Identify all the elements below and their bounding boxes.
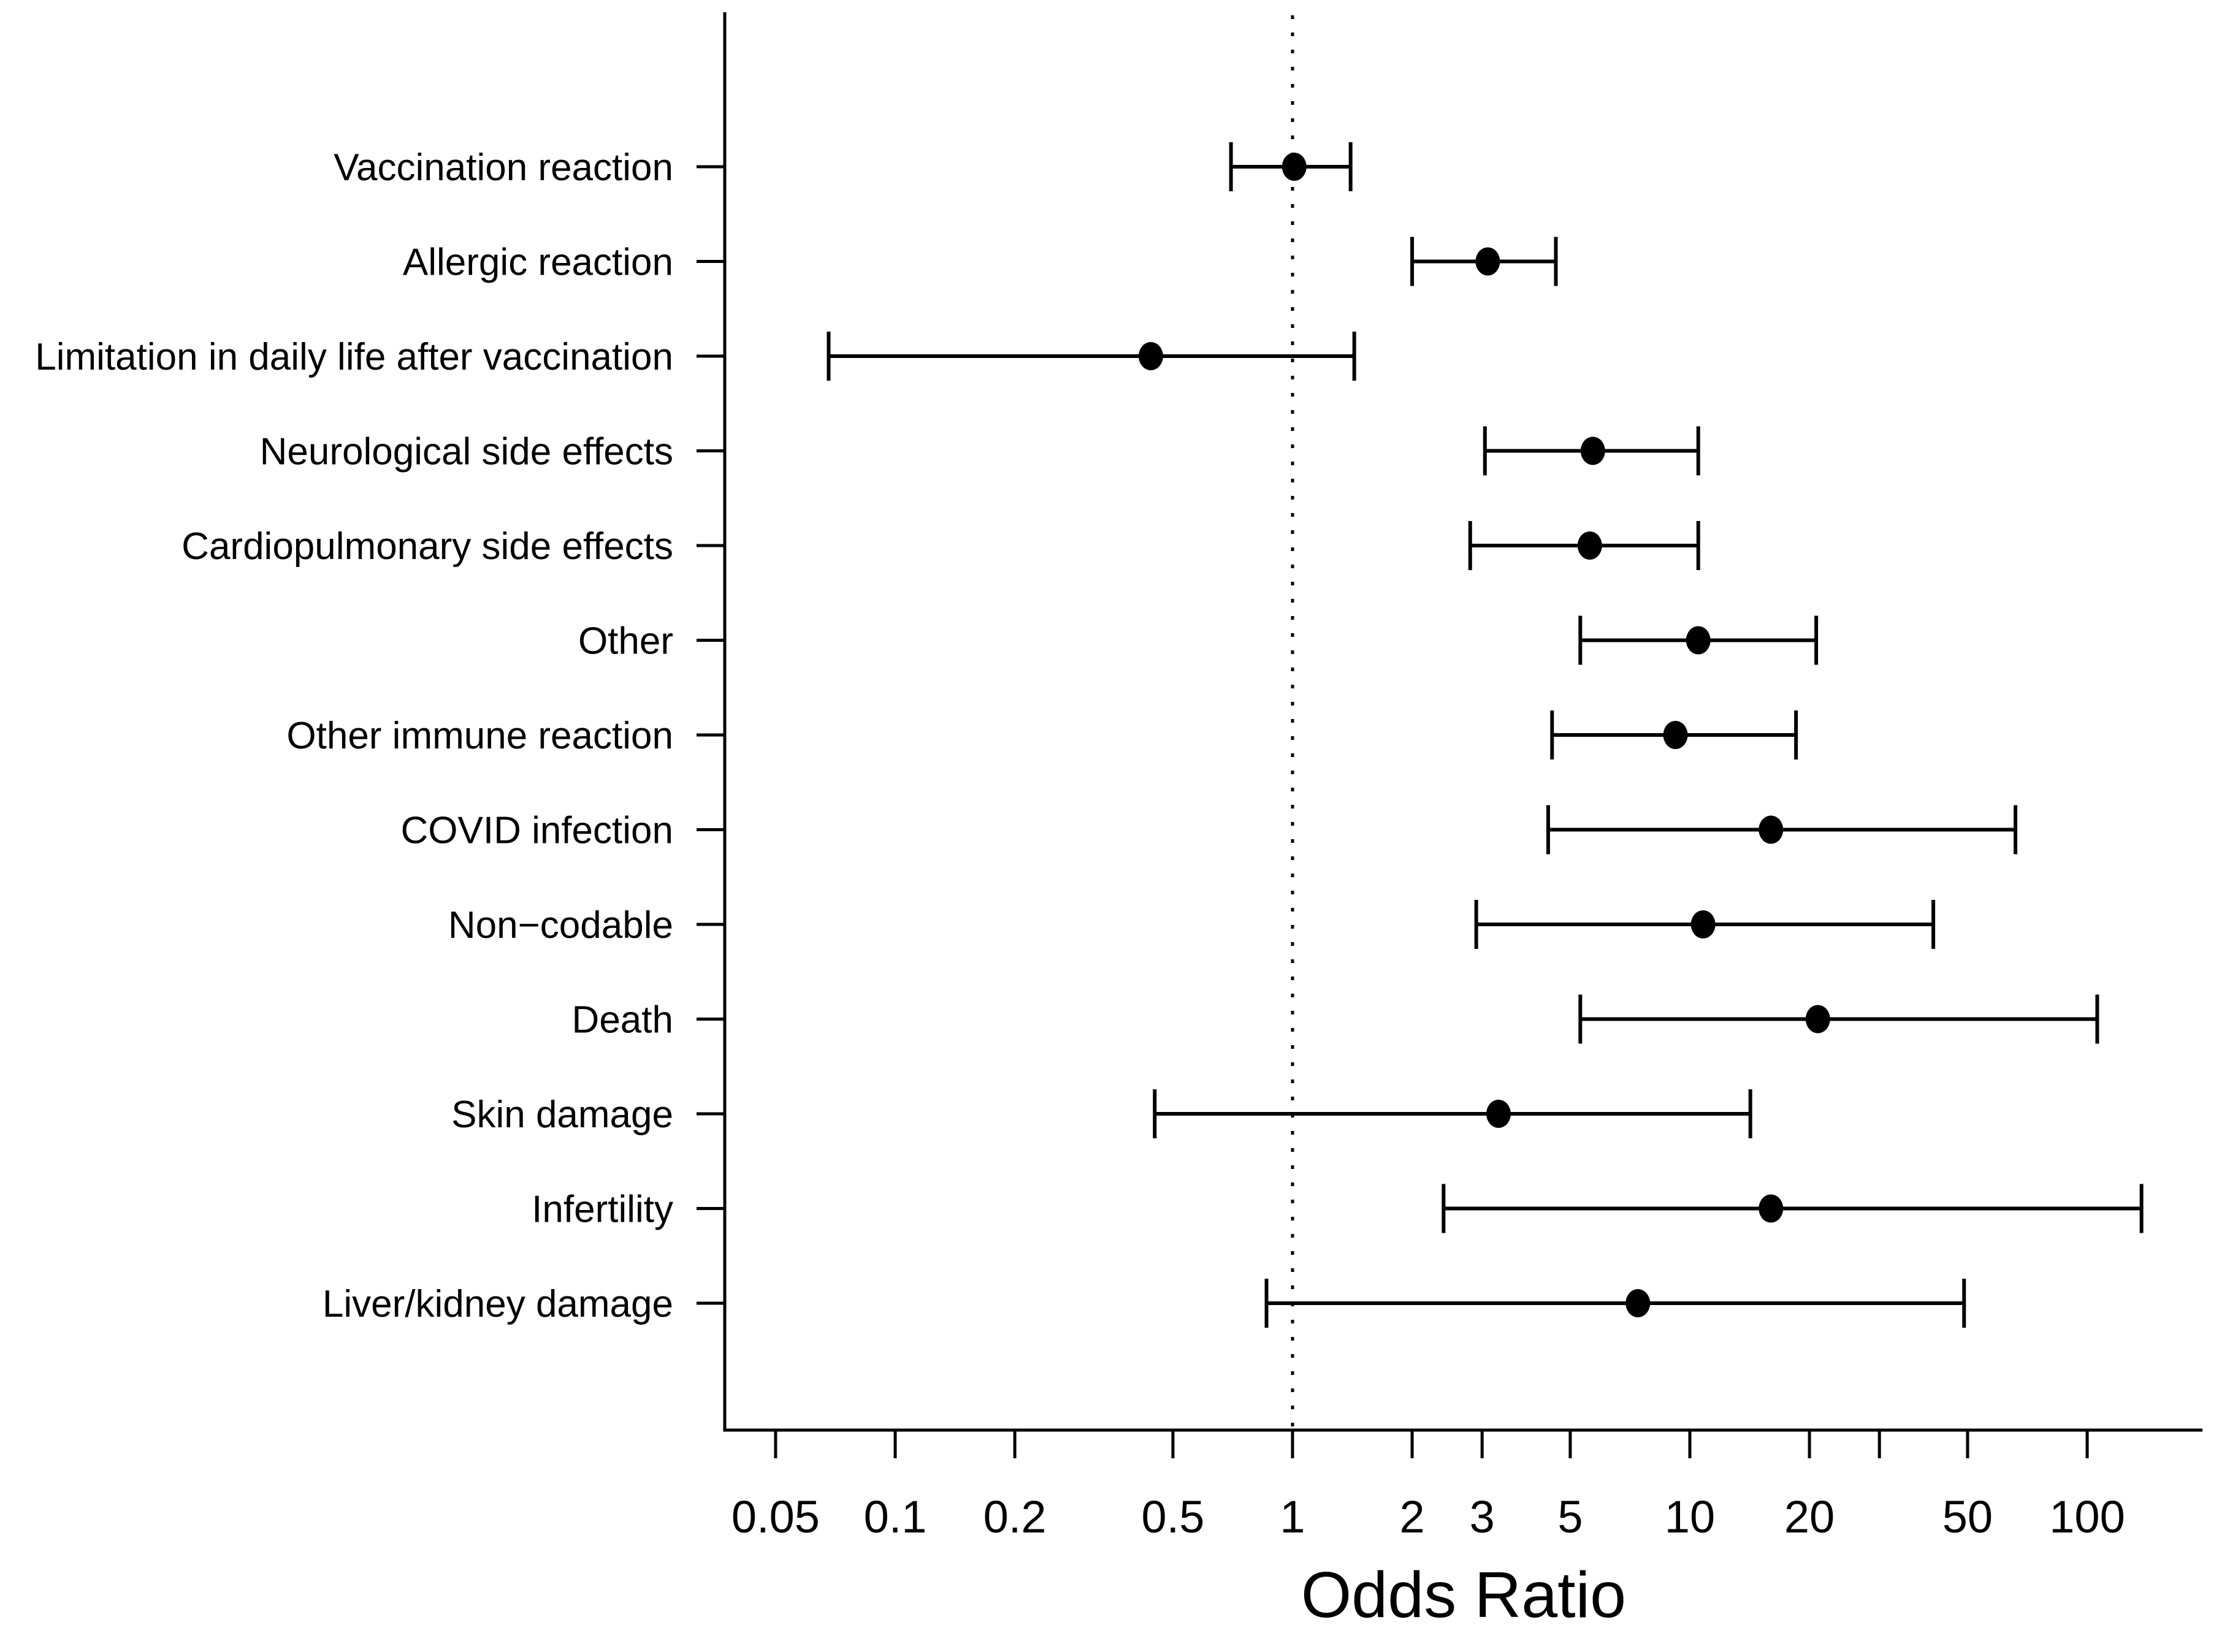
x-tick-label: 0.5	[1141, 1491, 1204, 1542]
x-tick-label: 3	[1470, 1491, 1495, 1542]
x-tick-label: 0.05	[731, 1491, 820, 1542]
category-label: Vaccination reaction	[334, 147, 673, 189]
point-estimate-dot	[1686, 626, 1711, 655]
x-tick-label: 2	[1399, 1491, 1424, 1542]
category-label: Other	[578, 620, 673, 663]
forest-row: Cardiopulmonary side effects	[181, 521, 1700, 570]
category-label: Non−codable	[448, 904, 673, 946]
category-label: Neurological side effects	[260, 431, 673, 473]
forest-row: Death	[572, 994, 2099, 1044]
point-estimate-dot	[1281, 153, 1307, 181]
category-label: COVID infection	[400, 810, 673, 852]
forest-row: Liver/kidney damage	[323, 1279, 1966, 1328]
category-label: Cardiopulmonary side effects	[181, 525, 673, 568]
x-tick-label: 50	[1942, 1491, 1993, 1542]
x-tick-label: 0.1	[864, 1491, 927, 1542]
category-label: Liver/kidney damage	[323, 1283, 673, 1325]
point-estimate-dot	[1663, 721, 1688, 749]
forest-row: Other	[578, 615, 1819, 665]
point-estimate-dot	[1486, 1100, 1511, 1128]
x-tick-label: 0.2	[983, 1491, 1047, 1542]
forest-row: COVID infection	[400, 805, 2018, 855]
point-estimate-dot	[1759, 815, 1784, 844]
point-estimate-dot	[1805, 1005, 1830, 1033]
category-label: Limitation in daily life after vaccinati…	[35, 336, 673, 378]
x-tick-label: 5	[1557, 1491, 1583, 1542]
forest-row: Other immune reaction	[286, 710, 1798, 759]
forest-row: Skin damage	[451, 1089, 1752, 1138]
x-tick-label: 100	[2049, 1491, 2125, 1542]
point-estimate-dot	[1580, 436, 1605, 465]
forest-row: Limitation in daily life after vaccinati…	[35, 332, 1356, 381]
point-estimate-dot	[1475, 247, 1500, 276]
x-tick-label: 10	[1665, 1491, 1715, 1542]
category-label: Death	[572, 999, 673, 1041]
point-estimate-dot	[1625, 1289, 1651, 1317]
point-estimate-dot	[1138, 342, 1163, 370]
category-label: Other immune reaction	[286, 715, 673, 757]
point-estimate-dot	[1759, 1194, 1784, 1223]
forest-row: Vaccination reaction	[334, 142, 1353, 191]
forest-row: Neurological side effects	[260, 426, 1700, 476]
category-label: Infertility	[532, 1189, 673, 1231]
x-tick-label: 1	[1280, 1491, 1305, 1542]
category-label: Skin damage	[451, 1094, 673, 1136]
x-axis-title: Odds Ratio	[1301, 1559, 1626, 1631]
forest-row: Infertility	[532, 1184, 2144, 1233]
point-estimate-dot	[1577, 531, 1602, 560]
x-tick-label: 20	[1784, 1491, 1835, 1542]
point-estimate-dot	[1690, 910, 1716, 938]
forest-row: Non−codable	[448, 900, 1936, 949]
category-label: Allergic reaction	[403, 242, 673, 284]
forest-row: Allergic reaction	[403, 237, 1558, 286]
